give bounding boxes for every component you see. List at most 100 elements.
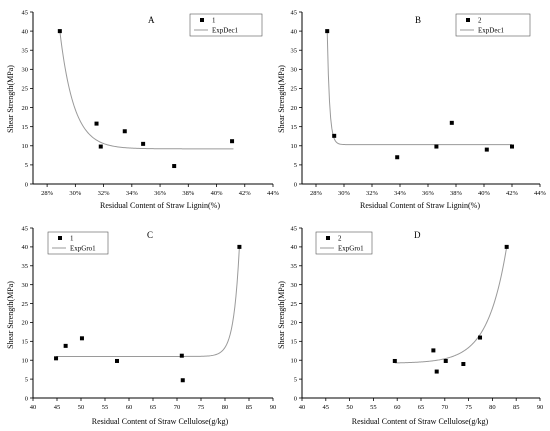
legend-fit-label-d: ExpGro1 [338, 245, 364, 253]
fit-curve-b [326, 31, 512, 146]
y-tick-label-c: 20 [22, 320, 29, 327]
y-tick-label-a: 20 [22, 105, 29, 112]
legend-marker-c [58, 236, 62, 240]
x-tick-label-c: 90 [270, 404, 277, 411]
legend-marker-d [326, 236, 330, 240]
data-point-a [172, 164, 177, 169]
data-point-d [443, 358, 448, 363]
y-tick-label-a: 25 [22, 86, 29, 93]
x-tick-label-a: 30% [69, 190, 82, 197]
panel-letter-d: D [414, 230, 421, 240]
fit-curve-c [56, 246, 240, 357]
x-axis-title-d: Residual Content of Straw Cellulose(g/kg… [352, 417, 489, 426]
y-tick-label-c: 10 [22, 358, 29, 365]
y-tick-label-a: 35 [22, 48, 29, 55]
y-tick-label-d: 45 [291, 225, 298, 232]
x-tick-label-d: 50 [346, 404, 353, 411]
plot-area-b: 0 5 10 15 20 25 30 35 40 45 28% 30% 32% 34% 36% 38% 40% 4… [291, 9, 547, 197]
y-tick-label-a: 45 [22, 9, 29, 16]
data-point-b [395, 155, 400, 160]
legend-series-label-a: 1 [212, 17, 216, 25]
y-tick-label-d: 25 [291, 301, 298, 308]
x-tick-label-c: 55 [102, 404, 109, 411]
x-tick-label-a: 40% [211, 190, 224, 197]
x-axis-title-b: Residual Content of Straw Lignin(%) [360, 201, 480, 210]
x-tick-label-d: 40 [299, 404, 306, 411]
legend-marker-b [466, 18, 470, 22]
y-tick-label-d: 20 [291, 320, 298, 327]
plot-area-c: 0 5 10 15 20 25 30 35 40 45 40 45 50 55 60 65 70 75 80 85 90… [22, 225, 277, 411]
x-axis-title-a: Residual Content of Straw Lignin(%) [100, 201, 220, 210]
y-tick-label-a: 30 [22, 67, 29, 74]
data-point-a [57, 29, 62, 34]
y-tick-label-b: 10 [291, 143, 298, 150]
x-tick-label-b: 34% [394, 190, 407, 197]
x-tick-label-c: 70 [174, 404, 181, 411]
y-tick-label-a: 0 [25, 181, 28, 188]
x-tick-label-b: 28% [310, 190, 323, 197]
x-tick-label-d: 55 [370, 404, 377, 411]
x-tick-label-d: 80 [489, 404, 496, 411]
legend-fit-label-a: ExpDec1 [212, 27, 239, 35]
y-tick-label-b: 5 [294, 162, 297, 169]
y-tick-label-c: 0 [25, 395, 28, 402]
y-tick-label-a: 5 [25, 162, 28, 169]
x-tick-label-d: 90 [537, 404, 544, 411]
y-axis-title-c: Shear Strength(MPa) [6, 281, 15, 349]
y-tick-label-c: 40 [22, 244, 29, 251]
data-point-d [504, 244, 509, 249]
data-point-a [94, 121, 99, 126]
x-tick-label-c: 40 [30, 404, 37, 411]
x-tick-label-c: 65 [150, 404, 157, 411]
x-tick-label-d: 60 [394, 404, 401, 411]
data-point-b [325, 29, 330, 34]
x-tick-label-d: 45 [323, 404, 330, 411]
x-tick-label-a: 44% [267, 190, 280, 197]
y-tick-label-d: 15 [291, 339, 298, 346]
y-tick-label-a: 10 [22, 143, 29, 150]
data-point-a [230, 139, 235, 144]
y-tick-label-c: 30 [22, 282, 29, 289]
y-tick-label-a: 15 [22, 124, 29, 131]
data-point-b [332, 133, 337, 138]
y-axis-title-a: Shear Strength(MPa) [6, 65, 15, 133]
panel-c: 0 5 10 15 20 25 30 35 40 45 40 45 50 55 60 65 70 75 80 85 90… [6, 225, 276, 426]
plot-area-d: 0 5 10 15 20 25 30 35 40 45 40 45 50 55 60 65 70 75 80 85 90… [291, 225, 544, 411]
x-tick-label-b: 32% [366, 190, 379, 197]
x-tick-label-d: 85 [513, 404, 520, 411]
legend-marker-a [200, 18, 204, 22]
y-tick-label-b: 35 [291, 48, 298, 55]
x-tick-label-d: 75 [465, 404, 472, 411]
panel-letter-c: C [147, 230, 153, 240]
x-tick-label-a: 32% [98, 190, 111, 197]
data-point-d [431, 348, 436, 353]
data-point-c [115, 358, 119, 363]
data-point-c [179, 353, 184, 358]
y-tick-label-d: 10 [291, 358, 298, 365]
data-point-a [141, 141, 146, 146]
data-point-c [79, 336, 84, 341]
x-tick-label-d: 65 [418, 404, 425, 411]
data-point-b [510, 144, 514, 149]
legend-b: 2 ExpDec1 [455, 13, 531, 37]
y-tick-label-c: 5 [25, 376, 28, 383]
x-tick-label-a: 36% [154, 190, 167, 197]
x-tick-label-b: 30% [338, 190, 351, 197]
x-tick-label-a: 42% [239, 190, 252, 197]
panel-b: 0 5 10 15 20 25 30 35 40 45 28% 30% 32% 34% 36% 38% 40% 4… [277, 9, 547, 210]
y-tick-label-b: 40 [291, 28, 298, 35]
data-point-b [449, 120, 454, 125]
legend-c: 1 ExpGro1 [47, 231, 109, 255]
x-tick-label-c: 85 [246, 404, 253, 411]
fit-curve-d [394, 246, 508, 364]
data-point-d [461, 362, 466, 366]
y-tick-label-c: 35 [22, 263, 29, 270]
legend-fit-label-c: ExpGro1 [70, 245, 96, 253]
y-tick-label-a: 40 [22, 28, 29, 35]
x-tick-label-c: 75 [198, 404, 205, 411]
x-tick-label-a: 34% [126, 190, 139, 197]
y-tick-label-b: 30 [291, 67, 298, 74]
x-tick-label-c: 60 [126, 404, 133, 411]
panel-a: 0 5 10 15 20 25 30 35 40 45 28% 30% 32% 34% 36% 38% 40% 4… [6, 9, 280, 210]
x-tick-label-c: 80 [222, 404, 229, 411]
